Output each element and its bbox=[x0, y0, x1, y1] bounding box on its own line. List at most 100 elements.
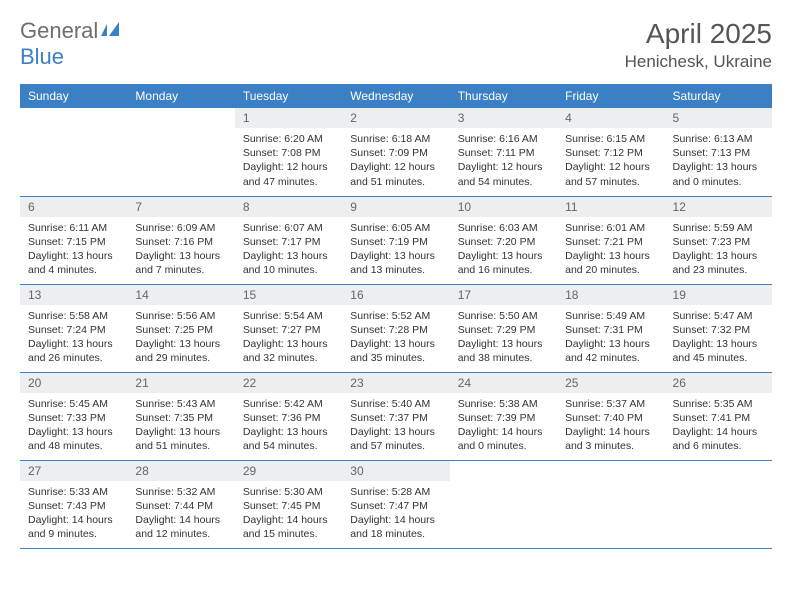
calendar-cell: 25Sunrise: 5:37 AMSunset: 7:40 PMDayligh… bbox=[557, 372, 664, 460]
day-body: Sunrise: 5:43 AMSunset: 7:35 PMDaylight:… bbox=[127, 393, 234, 460]
day-number: 23 bbox=[342, 373, 449, 393]
day-header: Sunday bbox=[20, 84, 127, 108]
day-number: 5 bbox=[665, 108, 772, 128]
calendar-cell: 4Sunrise: 6:15 AMSunset: 7:12 PMDaylight… bbox=[557, 108, 664, 196]
day-header-row: SundayMondayTuesdayWednesdayThursdayFrid… bbox=[20, 84, 772, 108]
day-body: Sunrise: 5:58 AMSunset: 7:24 PMDaylight:… bbox=[20, 305, 127, 372]
day-body: Sunrise: 6:15 AMSunset: 7:12 PMDaylight:… bbox=[557, 128, 664, 195]
calendar-cell: 19Sunrise: 5:47 AMSunset: 7:32 PMDayligh… bbox=[665, 284, 772, 372]
calendar-cell: 26Sunrise: 5:35 AMSunset: 7:41 PMDayligh… bbox=[665, 372, 772, 460]
calendar-cell: .. bbox=[665, 460, 772, 548]
calendar-cell: 17Sunrise: 5:50 AMSunset: 7:29 PMDayligh… bbox=[450, 284, 557, 372]
calendar-table: SundayMondayTuesdayWednesdayThursdayFrid… bbox=[20, 84, 772, 549]
day-body: Sunrise: 5:52 AMSunset: 7:28 PMDaylight:… bbox=[342, 305, 449, 372]
calendar-cell: 28Sunrise: 5:32 AMSunset: 7:44 PMDayligh… bbox=[127, 460, 234, 548]
day-header: Friday bbox=[557, 84, 664, 108]
day-body: Sunrise: 6:05 AMSunset: 7:19 PMDaylight:… bbox=[342, 217, 449, 284]
location: Henichesk, Ukraine bbox=[625, 52, 772, 72]
day-number: 17 bbox=[450, 285, 557, 305]
calendar-week: 20Sunrise: 5:45 AMSunset: 7:33 PMDayligh… bbox=[20, 372, 772, 460]
day-body: Sunrise: 6:20 AMSunset: 7:08 PMDaylight:… bbox=[235, 128, 342, 195]
day-number: 19 bbox=[665, 285, 772, 305]
calendar-cell: 11Sunrise: 6:01 AMSunset: 7:21 PMDayligh… bbox=[557, 196, 664, 284]
calendar-week: 6Sunrise: 6:11 AMSunset: 7:15 PMDaylight… bbox=[20, 196, 772, 284]
calendar-week: ....1Sunrise: 6:20 AMSunset: 7:08 PMDayl… bbox=[20, 108, 772, 196]
calendar-cell: 8Sunrise: 6:07 AMSunset: 7:17 PMDaylight… bbox=[235, 196, 342, 284]
calendar-cell: 24Sunrise: 5:38 AMSunset: 7:39 PMDayligh… bbox=[450, 372, 557, 460]
day-number: 22 bbox=[235, 373, 342, 393]
day-body: Sunrise: 6:07 AMSunset: 7:17 PMDaylight:… bbox=[235, 217, 342, 284]
calendar-cell: 18Sunrise: 5:49 AMSunset: 7:31 PMDayligh… bbox=[557, 284, 664, 372]
month-title: April 2025 bbox=[625, 18, 772, 50]
day-body: Sunrise: 5:42 AMSunset: 7:36 PMDaylight:… bbox=[235, 393, 342, 460]
day-number: 24 bbox=[450, 373, 557, 393]
calendar-cell: 9Sunrise: 6:05 AMSunset: 7:19 PMDaylight… bbox=[342, 196, 449, 284]
calendar-cell: 30Sunrise: 5:28 AMSunset: 7:47 PMDayligh… bbox=[342, 460, 449, 548]
day-header: Wednesday bbox=[342, 84, 449, 108]
day-body: Sunrise: 5:45 AMSunset: 7:33 PMDaylight:… bbox=[20, 393, 127, 460]
logo-part2: Blue bbox=[20, 44, 64, 69]
day-number: 18 bbox=[557, 285, 664, 305]
header: General Blue April 2025 Henichesk, Ukrai… bbox=[20, 18, 772, 72]
day-number: 30 bbox=[342, 461, 449, 481]
day-number: 26 bbox=[665, 373, 772, 393]
day-body: Sunrise: 5:59 AMSunset: 7:23 PMDaylight:… bbox=[665, 217, 772, 284]
day-number: 29 bbox=[235, 461, 342, 481]
day-body: Sunrise: 6:09 AMSunset: 7:16 PMDaylight:… bbox=[127, 217, 234, 284]
day-number: 12 bbox=[665, 197, 772, 217]
day-number: 10 bbox=[450, 197, 557, 217]
day-body: Sunrise: 5:28 AMSunset: 7:47 PMDaylight:… bbox=[342, 481, 449, 548]
day-header: Thursday bbox=[450, 84, 557, 108]
day-body: Sunrise: 5:32 AMSunset: 7:44 PMDaylight:… bbox=[127, 481, 234, 548]
day-number: 20 bbox=[20, 373, 127, 393]
logo-part1: General bbox=[20, 18, 98, 43]
day-number: 9 bbox=[342, 197, 449, 217]
title-block: April 2025 Henichesk, Ukraine bbox=[625, 18, 772, 72]
day-body: Sunrise: 5:37 AMSunset: 7:40 PMDaylight:… bbox=[557, 393, 664, 460]
day-body: Sunrise: 5:35 AMSunset: 7:41 PMDaylight:… bbox=[665, 393, 772, 460]
logo-text: General Blue bbox=[20, 18, 123, 70]
day-number: 14 bbox=[127, 285, 234, 305]
day-number: 7 bbox=[127, 197, 234, 217]
calendar-cell: 3Sunrise: 6:16 AMSunset: 7:11 PMDaylight… bbox=[450, 108, 557, 196]
day-number: 6 bbox=[20, 197, 127, 217]
day-body: Sunrise: 5:30 AMSunset: 7:45 PMDaylight:… bbox=[235, 481, 342, 548]
calendar-cell: 22Sunrise: 5:42 AMSunset: 7:36 PMDayligh… bbox=[235, 372, 342, 460]
day-body: Sunrise: 5:33 AMSunset: 7:43 PMDaylight:… bbox=[20, 481, 127, 548]
calendar-cell: 1Sunrise: 6:20 AMSunset: 7:08 PMDaylight… bbox=[235, 108, 342, 196]
day-header: Tuesday bbox=[235, 84, 342, 108]
day-number: 4 bbox=[557, 108, 664, 128]
day-body: Sunrise: 6:18 AMSunset: 7:09 PMDaylight:… bbox=[342, 128, 449, 195]
day-number: 16 bbox=[342, 285, 449, 305]
day-body: Sunrise: 6:01 AMSunset: 7:21 PMDaylight:… bbox=[557, 217, 664, 284]
calendar-cell: .. bbox=[20, 108, 127, 196]
calendar-cell: 6Sunrise: 6:11 AMSunset: 7:15 PMDaylight… bbox=[20, 196, 127, 284]
day-body: Sunrise: 5:49 AMSunset: 7:31 PMDaylight:… bbox=[557, 305, 664, 372]
calendar-cell: 23Sunrise: 5:40 AMSunset: 7:37 PMDayligh… bbox=[342, 372, 449, 460]
day-body: Sunrise: 5:38 AMSunset: 7:39 PMDaylight:… bbox=[450, 393, 557, 460]
calendar-cell: 14Sunrise: 5:56 AMSunset: 7:25 PMDayligh… bbox=[127, 284, 234, 372]
logo: General Blue bbox=[20, 18, 123, 70]
day-body: Sunrise: 6:03 AMSunset: 7:20 PMDaylight:… bbox=[450, 217, 557, 284]
day-number: 27 bbox=[20, 461, 127, 481]
calendar-cell: 7Sunrise: 6:09 AMSunset: 7:16 PMDaylight… bbox=[127, 196, 234, 284]
calendar-cell: 29Sunrise: 5:30 AMSunset: 7:45 PMDayligh… bbox=[235, 460, 342, 548]
calendar-cell: 13Sunrise: 5:58 AMSunset: 7:24 PMDayligh… bbox=[20, 284, 127, 372]
day-number: 1 bbox=[235, 108, 342, 128]
day-number: 3 bbox=[450, 108, 557, 128]
day-number: 13 bbox=[20, 285, 127, 305]
day-body: Sunrise: 5:50 AMSunset: 7:29 PMDaylight:… bbox=[450, 305, 557, 372]
calendar-week: 27Sunrise: 5:33 AMSunset: 7:43 PMDayligh… bbox=[20, 460, 772, 548]
calendar-cell: 20Sunrise: 5:45 AMSunset: 7:33 PMDayligh… bbox=[20, 372, 127, 460]
day-body: Sunrise: 5:40 AMSunset: 7:37 PMDaylight:… bbox=[342, 393, 449, 460]
calendar-cell: 10Sunrise: 6:03 AMSunset: 7:20 PMDayligh… bbox=[450, 196, 557, 284]
day-number: 25 bbox=[557, 373, 664, 393]
calendar-week: 13Sunrise: 5:58 AMSunset: 7:24 PMDayligh… bbox=[20, 284, 772, 372]
day-body: Sunrise: 5:56 AMSunset: 7:25 PMDaylight:… bbox=[127, 305, 234, 372]
calendar-cell: 21Sunrise: 5:43 AMSunset: 7:35 PMDayligh… bbox=[127, 372, 234, 460]
day-header: Monday bbox=[127, 84, 234, 108]
calendar-cell: 16Sunrise: 5:52 AMSunset: 7:28 PMDayligh… bbox=[342, 284, 449, 372]
calendar-cell: .. bbox=[127, 108, 234, 196]
day-number: 15 bbox=[235, 285, 342, 305]
calendar-cell: .. bbox=[450, 460, 557, 548]
